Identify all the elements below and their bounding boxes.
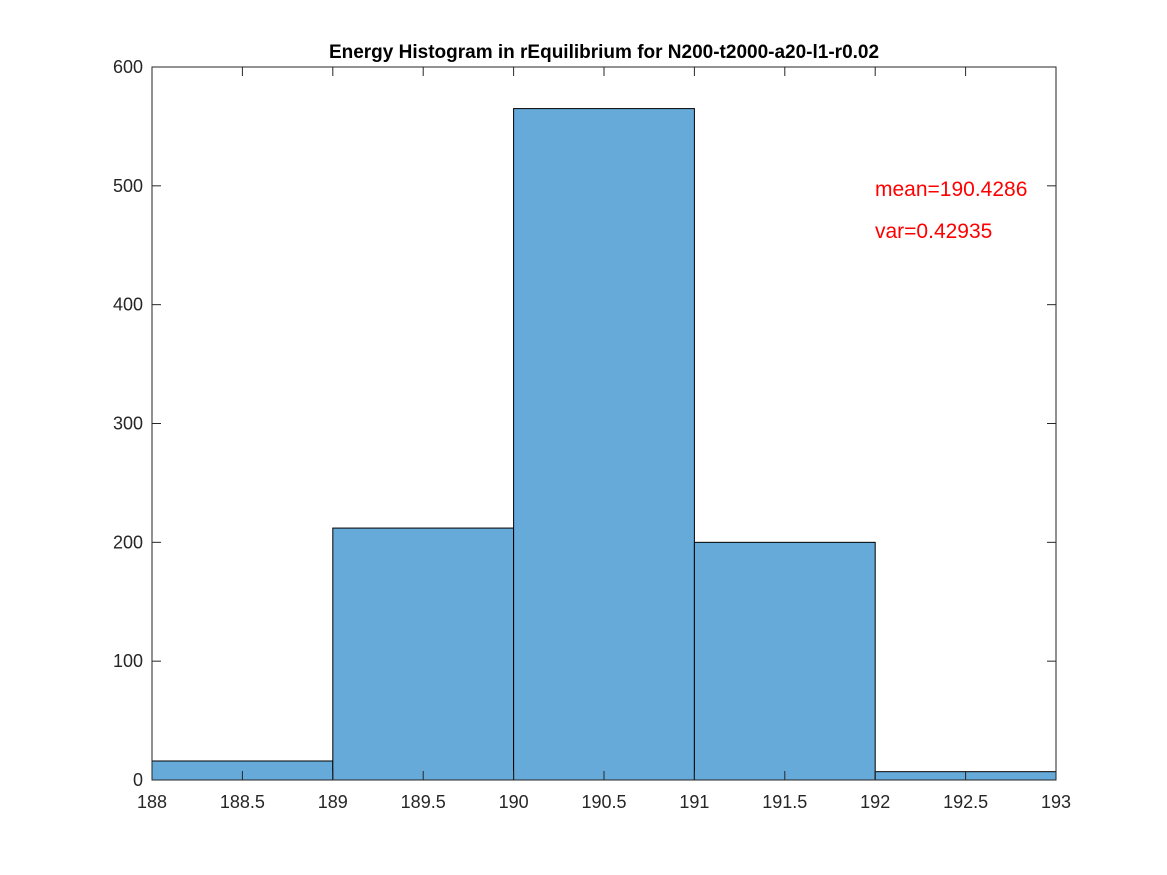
chart-title: Energy Histogram in rEquilibrium for N20…: [329, 42, 879, 63]
y-tick-label: 200: [113, 532, 143, 552]
x-axis: 188 188.5 189 189.5 190 190.5 191 191.5 192 192.5…: [137, 67, 1071, 812]
x-tick-label: 191: [679, 792, 709, 812]
y-tick-label: 600: [113, 57, 143, 77]
y-tick-label: 0: [133, 770, 143, 790]
variance-annotation: var=0.42935: [875, 220, 992, 243]
x-tick-label: 193: [1041, 792, 1071, 812]
x-tick-label: 189.5: [401, 792, 446, 812]
x-tick-label: 188: [137, 792, 167, 812]
y-tick-label: 500: [113, 176, 143, 196]
histogram-bar-1: [332, 527, 515, 781]
x-tick-label: 190: [499, 792, 529, 812]
x-tick-label: 188.5: [220, 792, 265, 812]
y-tick-label: 100: [113, 651, 143, 671]
y-axis: 0 100 200 300 400 500 600: [113, 57, 1056, 790]
histogram-bar-2: [513, 108, 695, 781]
bars-group: [151, 108, 1057, 781]
y-tick-label: 400: [113, 295, 143, 315]
x-tick-label: 192: [860, 792, 890, 812]
x-tick-label: 189: [318, 792, 348, 812]
x-tick-label: 190.5: [581, 792, 626, 812]
y-tick-label: 300: [113, 414, 143, 434]
x-tick-label: 192.5: [943, 792, 988, 812]
mean-annotation: mean=190.4286: [875, 178, 1027, 201]
histogram-bar-3: [693, 541, 876, 781]
x-tick-label: 191.5: [762, 792, 807, 812]
